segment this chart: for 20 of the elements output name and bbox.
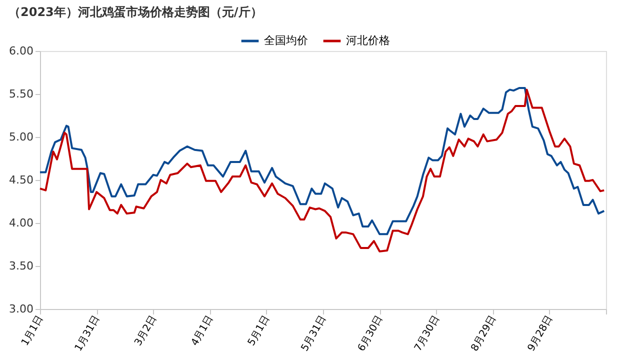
y-tick-label: 4.00 [9, 216, 34, 230]
x-tick-label: 1月31日 [73, 314, 102, 354]
x-tick-label: 3月2日 [133, 314, 159, 348]
y-tick-label: 3.50 [9, 260, 34, 272]
y-tick-label: 4.50 [9, 174, 34, 186]
x-tick-label: 9月28日 [526, 314, 556, 354]
x-tick-label: 4月1日 [190, 314, 216, 348]
x-tick-label: 1月1日 [20, 314, 46, 348]
x-tick-label: 8月29日 [469, 314, 498, 354]
x-tick-label: 5月31日 [300, 314, 329, 354]
x-tick-label: 5月1日 [246, 314, 272, 348]
legend-label: 全国均价 [264, 34, 308, 47]
y-tick-label: 5.00 [9, 130, 34, 144]
y-tick-label: 6.00 [9, 44, 34, 58]
x-tick-label: 7月30日 [412, 314, 442, 354]
legend-label: 河北价格 [346, 34, 390, 47]
y-tick-label: 5.50 [9, 88, 34, 100]
x-tick-label: 6月30日 [356, 314, 386, 354]
chart-title: （2023年）河北鸡蛋市场价格走势图（元/斤） [8, 5, 262, 19]
y-tick-label: 3.00 [9, 302, 34, 316]
